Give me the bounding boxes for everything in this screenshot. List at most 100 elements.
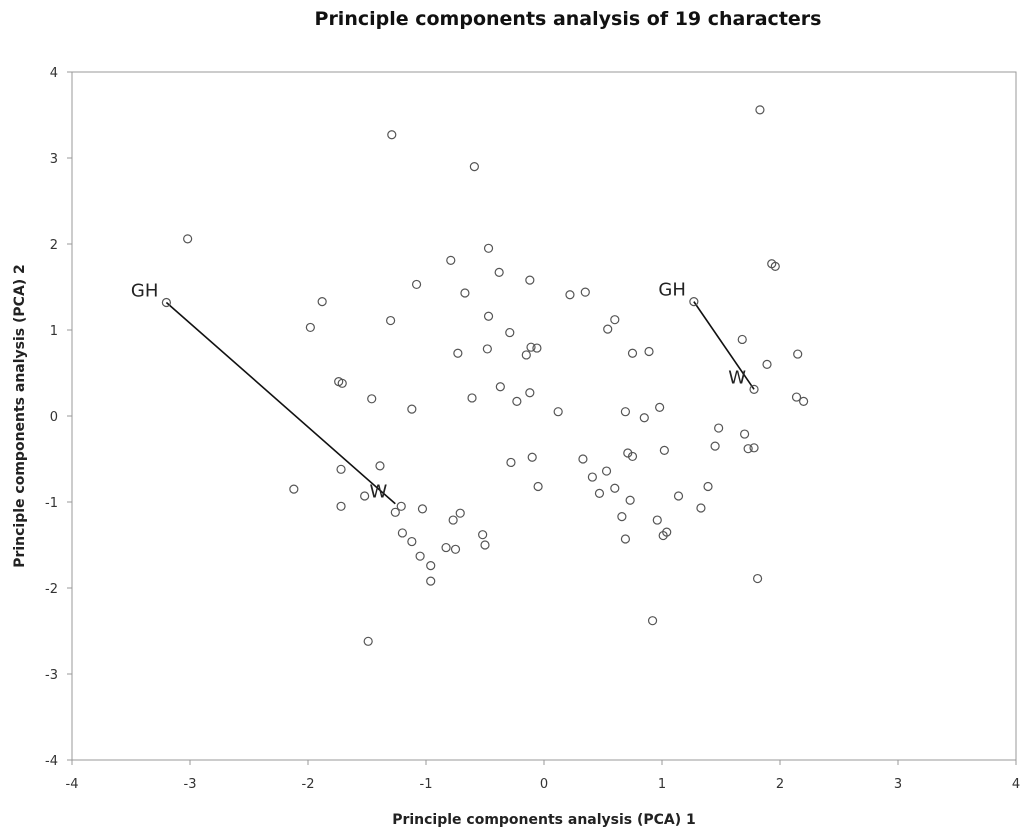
data-point	[791, 392, 802, 402]
point-annotation: GH	[658, 280, 685, 301]
data-point	[505, 327, 515, 338]
x-axis-label: Principle components analysis (PCA) 1	[392, 812, 696, 828]
x-tick-label: 3	[894, 777, 902, 792]
data-point	[696, 503, 706, 513]
data-point	[793, 349, 803, 359]
data-points	[161, 105, 809, 646]
data-point	[565, 290, 575, 300]
data-point	[659, 445, 669, 455]
data-point	[521, 350, 531, 360]
connector-line	[165, 301, 396, 505]
data-point	[305, 322, 315, 333]
y-tick-label: -3	[45, 668, 58, 683]
data-point	[647, 616, 658, 626]
data-point	[396, 501, 406, 511]
data-point	[603, 324, 613, 334]
data-point	[620, 407, 631, 417]
x-tick-label: -4	[66, 777, 79, 792]
data-point	[737, 334, 747, 345]
data-point	[749, 443, 759, 453]
data-point	[337, 378, 347, 388]
data-point	[587, 472, 597, 482]
data-point	[525, 388, 535, 398]
plot-area	[71, 71, 1017, 761]
data-point	[673, 491, 684, 501]
data-point	[480, 540, 490, 550]
data-point	[426, 576, 436, 586]
y-tick-label: 4	[50, 66, 58, 81]
data-point	[798, 396, 809, 406]
point-annotation: W	[728, 367, 746, 388]
data-point	[183, 234, 193, 244]
data-point	[494, 267, 504, 277]
data-point	[639, 413, 649, 423]
data-point	[617, 512, 627, 522]
data-point	[644, 346, 654, 357]
data-point	[610, 315, 620, 325]
data-point	[652, 515, 662, 525]
data-point	[610, 483, 620, 493]
data-point	[627, 451, 638, 462]
chart-title: Principle components analysis of 19 char…	[315, 8, 822, 30]
data-point	[755, 105, 765, 115]
y-tick-label: -1	[45, 496, 58, 511]
x-tick-label: -3	[184, 777, 197, 792]
data-point	[336, 464, 346, 474]
connector-line	[693, 301, 755, 390]
data-point	[482, 344, 492, 354]
x-tick-label: 1	[658, 777, 666, 792]
data-point	[448, 515, 458, 525]
data-point	[336, 501, 346, 511]
y-tick-label: 0	[50, 410, 58, 425]
point-annotation: W	[370, 482, 388, 503]
data-point	[453, 348, 463, 358]
data-point	[601, 466, 612, 476]
data-point	[386, 315, 396, 326]
data-point	[411, 279, 422, 290]
x-tick-label: 4	[1012, 777, 1020, 792]
data-point	[478, 530, 488, 540]
data-point	[446, 255, 456, 265]
data-point	[460, 288, 470, 298]
data-point	[714, 423, 724, 433]
data-point	[627, 348, 638, 358]
data-point	[407, 536, 417, 547]
data-point	[655, 402, 665, 412]
data-point	[469, 162, 479, 172]
data-point	[367, 394, 377, 404]
data-point	[752, 573, 763, 584]
x-tick-label: -1	[420, 777, 433, 792]
data-point	[770, 261, 780, 271]
data-point	[397, 528, 407, 538]
data-point	[426, 561, 436, 571]
data-point	[390, 507, 400, 517]
data-point	[553, 407, 563, 417]
y-tick-label: -2	[45, 582, 58, 597]
data-point	[533, 481, 543, 492]
data-point	[415, 551, 425, 561]
data-point	[506, 457, 516, 468]
data-point	[375, 461, 385, 471]
x-tick-label: 2	[776, 777, 784, 792]
x-axis: -4 -3 -2 -1 0 1 2 3 4	[66, 760, 1020, 792]
data-point	[739, 429, 750, 439]
data-point	[467, 393, 477, 403]
annotations: GH W GH W	[131, 280, 746, 503]
data-point	[512, 396, 522, 406]
data-point	[580, 287, 590, 297]
y-axis-label: Principle components analysis (PCA) 2	[12, 264, 28, 568]
data-point	[762, 359, 772, 369]
data-point	[689, 297, 699, 307]
point-annotation: GH	[131, 280, 158, 301]
y-tick-label: 2	[50, 238, 58, 253]
data-point	[483, 243, 494, 253]
data-point	[495, 382, 505, 392]
data-point	[625, 495, 635, 505]
y-axis: -4 -3 -2 -1 0 1 2 3 4	[45, 66, 72, 769]
data-point	[363, 636, 373, 646]
y-tick-label: 1	[50, 324, 58, 339]
data-point	[455, 508, 465, 518]
y-tick-label: 3	[50, 152, 58, 167]
